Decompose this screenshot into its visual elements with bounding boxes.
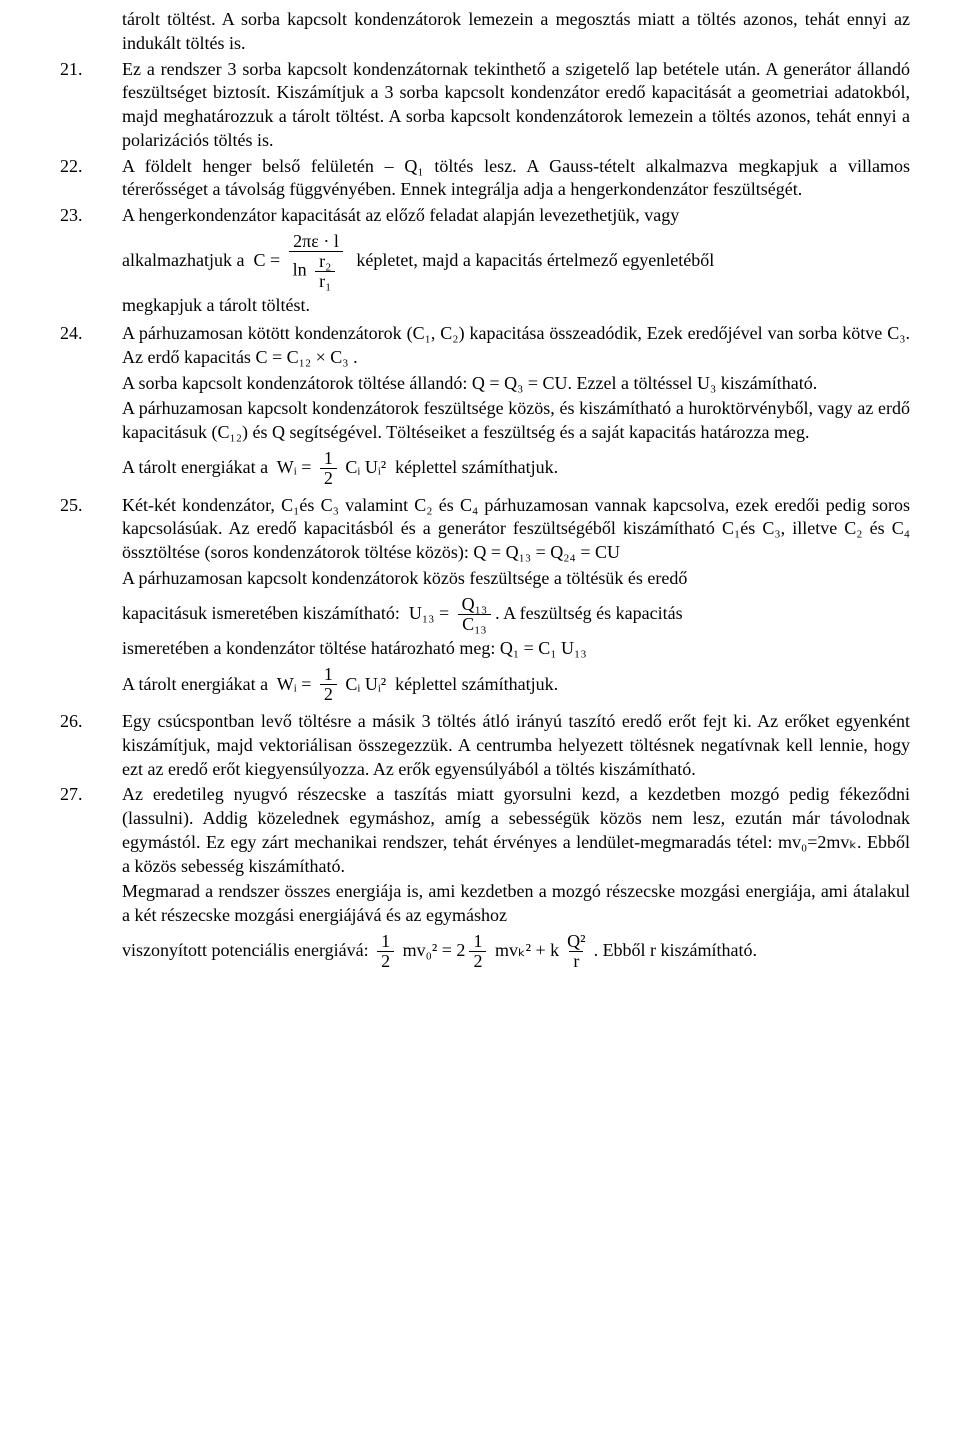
item-body: tárolt töltést. A sorba kapcsolt kondenz… [122, 8, 910, 56]
formula-capacitance: alkalmazhatjuk a C = 2πε · l ln r₂ r₁ ké… [122, 232, 910, 291]
fraction: 1 2 [377, 932, 394, 971]
text: Megmarad a rendszer összes energiája is,… [122, 881, 910, 925]
fraction-top: 1 [469, 932, 486, 951]
fraction-bot: 2 [469, 951, 486, 971]
text: kapacitásuk ismeretében kiszámítható: U₁… [122, 602, 454, 626]
item-body: A párhuzamosan kötött kondenzátorok (C₁,… [122, 322, 910, 492]
item-body: A hengerkondenzátor kapacitását az előző… [122, 204, 910, 320]
text: A földelt henger belső felületén – Q₁ tö… [122, 156, 910, 200]
text: képletet, majd a kapacitás értelmező egy… [347, 249, 714, 273]
item-number: 25. [60, 494, 122, 708]
fraction: 1 2 [469, 932, 486, 971]
fraction: Q² r [563, 932, 589, 971]
item-number: 24. [60, 322, 122, 492]
equation: Q = Q₃ = CU [472, 373, 568, 393]
item-number: 23. [60, 204, 122, 320]
text: Cᵢ Uᵢ² [341, 673, 386, 697]
text: A hengerkondenzátor kapacitását az előző… [122, 205, 679, 225]
fraction-top: 1 [320, 449, 337, 468]
fraction-top: r₂ [315, 252, 335, 271]
fraction: 2πε · l ln r₂ r₁ [289, 232, 344, 291]
fraction: 1 2 [320, 665, 337, 704]
item-25: 25. Két-két kondenzátor, C₁és C₃ valamin… [60, 494, 910, 708]
fraction-bot: ln r₂ r₁ [289, 251, 344, 291]
item-body: A földelt henger belső felületén – Q₁ tö… [122, 155, 910, 203]
text: A tárolt energiákat a Wᵢ = [122, 673, 316, 697]
item-body: Ez a rendszer 3 sorba kapcsolt kondenzát… [122, 58, 910, 153]
item-21: 21. Ez a rendszer 3 sorba kapcsolt konde… [60, 58, 910, 153]
item-number-empty [60, 8, 122, 56]
equation: Q₁ = C₁ U₁₃ [500, 638, 587, 658]
text: megkapjuk a tárolt töltést. [122, 295, 310, 315]
formula-voltage: kapacitásuk ismeretében kiszámítható: U₁… [122, 595, 910, 634]
item-body: Az eredetileg nyugvó részecske a taszítá… [122, 783, 910, 974]
fraction-top: Q₁₃ [458, 595, 492, 614]
text: ismeretében a kondenzátor töltése határo… [122, 638, 500, 658]
item-body: Két-két kondenzátor, C₁és C₃ valamint C₂… [122, 494, 910, 708]
text: Ez a rendszer 3 sorba kapcsolt kondenzát… [122, 59, 910, 150]
text: mvₖ² + k [490, 939, 559, 963]
text: alkalmazhatjuk a C = [122, 249, 285, 273]
fraction-bot: C₁₃ [458, 614, 491, 634]
text: Cᵢ Uᵢ² [341, 456, 386, 480]
formula-energy: A tárolt energiákat a Wᵢ = 1 2 Cᵢ Uᵢ² ké… [122, 665, 910, 704]
fraction-top: 1 [377, 932, 394, 951]
text: viszonyított potenciális energiává: [122, 939, 373, 963]
equation: Q = Q₁₃ = Q₂₄ = CU [473, 542, 620, 562]
item-number: 22. [60, 155, 122, 203]
text: Egy csúcspontban levő töltésre a másik 3… [122, 711, 910, 779]
text: . Ebből r kiszámítható. [594, 939, 757, 963]
fraction-bot: r [569, 951, 583, 971]
text: A sorba kapcsolt kondenzátorok töltése á… [122, 373, 472, 393]
text: . A feszültség és kapacitás [495, 602, 682, 626]
formula-energy-conservation: viszonyított potenciális energiává: 1 2 … [122, 932, 910, 971]
item-number: 26. [60, 710, 122, 781]
formula-energy: A tárolt energiákat a Wᵢ = 1 2 Cᵢ Uᵢ² ké… [122, 449, 910, 488]
fraction: 1 2 [320, 449, 337, 488]
fraction-top: 1 [320, 665, 337, 684]
fraction-top: 2πε · l [289, 232, 343, 251]
fraction: Q₁₃ C₁₃ [458, 595, 492, 634]
item-23: 23. A hengerkondenzátor kapacitását az e… [60, 204, 910, 320]
fraction-bot: 2 [320, 684, 337, 704]
equation: C = C₁₂ × C₃ . [255, 347, 357, 367]
text: képlettel számíthatjuk. [386, 456, 558, 480]
fraction-top: Q² [563, 932, 589, 951]
item-27: 27. Az eredetileg nyugvó részecske a tas… [60, 783, 910, 974]
text: A tárolt energiákat a Wᵢ = [122, 456, 316, 480]
fraction-bot: 2 [320, 468, 337, 488]
item-22: 22. A földelt henger belső felületén – Q… [60, 155, 910, 203]
text: . Ezzel a töltéssel U₃ kiszámítható. [568, 373, 818, 393]
fraction-bot: r₁ [315, 271, 335, 291]
fraction-bot: 2 [377, 951, 394, 971]
text: tárolt töltést. A sorba kapcsolt kondenz… [122, 9, 910, 53]
item-number: 21. [60, 58, 122, 153]
document-page: tárolt töltést. A sorba kapcsolt kondenz… [0, 0, 960, 1017]
text: A párhuzamosan kötött kondenzátorok (C₁,… [122, 323, 910, 367]
item-body: Egy csúcspontban levő töltésre a másik 3… [122, 710, 910, 781]
text: ln [293, 259, 312, 279]
text: mv₀² = 2 [398, 939, 465, 963]
inner-fraction: r₂ r₁ [315, 252, 335, 291]
item-continuation: tárolt töltést. A sorba kapcsolt kondenz… [60, 8, 910, 56]
text: Az eredetileg nyugvó részecske a taszítá… [122, 784, 910, 875]
text: képlettel számíthatjuk. [386, 673, 558, 697]
item-26: 26. Egy csúcspontban levő töltésre a más… [60, 710, 910, 781]
text: A párhuzamosan kapcsolt kondenzátorok kö… [122, 568, 687, 588]
text: A párhuzamosan kapcsolt kondenzátorok fe… [122, 398, 910, 442]
item-number: 27. [60, 783, 122, 974]
item-24: 24. A párhuzamosan kötött kondenzátorok … [60, 322, 910, 492]
